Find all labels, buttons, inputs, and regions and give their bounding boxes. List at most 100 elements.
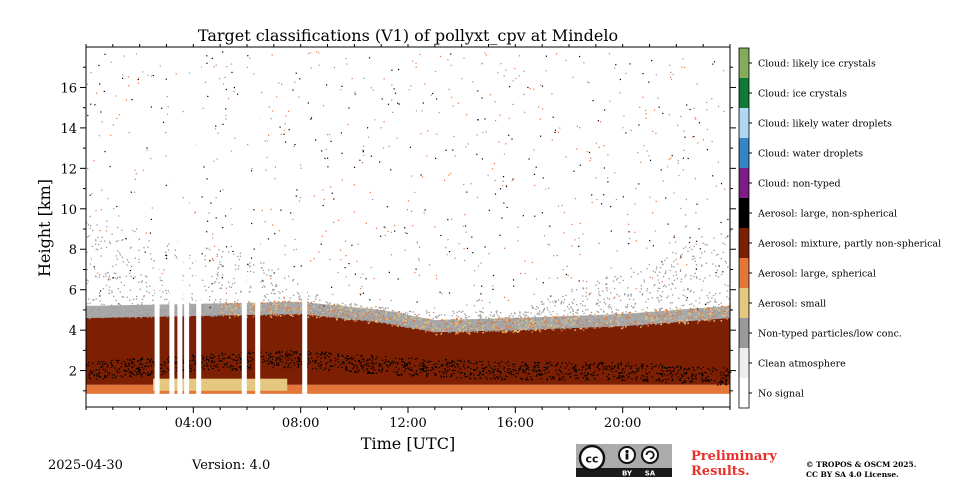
heatmap-speckle <box>720 374 722 376</box>
heatmap-speckle <box>447 366 449 368</box>
heatmap-speckle <box>662 316 664 319</box>
heatmap-speckle <box>201 362 203 365</box>
heatmap-speckle <box>440 314 443 316</box>
heatmap-speckle <box>710 308 713 310</box>
heatmap-speckle <box>610 323 612 325</box>
heatmap-speckle <box>356 319 358 321</box>
heatmap-speckle <box>358 361 361 363</box>
heatmap-speckle <box>664 317 666 320</box>
heatmap-speckle <box>152 361 154 363</box>
heatmap-speckle <box>343 314 345 316</box>
heatmap-speckle <box>603 311 605 313</box>
heatmap-speckle <box>493 374 495 376</box>
heatmap-speckle <box>564 328 566 330</box>
heatmap-speckle <box>493 324 495 326</box>
heatmap-speckle <box>451 96 453 98</box>
heatmap-speckle <box>491 368 493 370</box>
heatmap-speckle <box>342 302 344 304</box>
heatmap-speckle <box>419 363 422 365</box>
heatmap-speckle <box>722 314 724 316</box>
heatmap-speckle <box>278 314 280 316</box>
heatmap-speckle <box>375 362 377 364</box>
cc-license-badge[interactable]: cc BY SA <box>576 444 672 477</box>
heatmap-speckle <box>354 320 357 323</box>
heatmap-speckle <box>356 260 358 262</box>
heatmap-speckle <box>720 183 723 185</box>
heatmap-speckle <box>507 299 509 302</box>
heatmap-speckle <box>553 255 555 257</box>
heatmap-speckle <box>576 323 578 326</box>
heatmap-speckle <box>467 361 470 363</box>
heatmap-speckle <box>337 314 340 316</box>
heatmap-speckle <box>552 376 554 378</box>
heatmap-speckle <box>481 364 484 366</box>
heatmap-speckle <box>404 249 406 251</box>
heatmap-speckle <box>705 319 707 321</box>
heatmap-speckle <box>205 289 207 292</box>
heatmap-speckle <box>223 83 225 85</box>
heatmap-speckle <box>368 321 371 323</box>
heatmap-speckle <box>321 235 324 237</box>
heatmap-speckle <box>211 258 213 260</box>
heatmap-speckle <box>128 365 130 367</box>
heatmap-speckle <box>480 322 482 324</box>
heatmap-speckle <box>332 310 334 312</box>
heatmap-speckle <box>219 308 221 310</box>
heatmap-speckle <box>588 294 590 296</box>
heatmap-speckle <box>695 243 697 245</box>
heatmap-speckle <box>554 300 556 302</box>
heatmap-speckle <box>602 323 605 325</box>
heatmap-speckle <box>613 320 615 322</box>
heatmap-speckle <box>396 311 399 313</box>
heatmap-speckle <box>218 355 220 357</box>
heatmap-speckle <box>297 366 299 368</box>
heatmap-speckle <box>498 316 501 318</box>
heatmap-speckle <box>448 330 450 332</box>
heatmap-speckle <box>628 231 630 233</box>
heatmap-speckle <box>447 325 449 328</box>
heatmap-speckle <box>575 378 577 380</box>
heatmap-speckle <box>514 328 517 331</box>
heatmap-speckle <box>124 315 126 317</box>
heatmap-speckle <box>628 317 631 319</box>
heatmap-speckle <box>726 316 728 319</box>
heatmap-speckle <box>657 297 659 299</box>
heatmap-speckle <box>251 308 253 310</box>
heatmap-speckle <box>617 377 619 379</box>
heatmap-speckle <box>460 330 462 333</box>
footer-date: 2025-04-30 <box>48 458 123 473</box>
heatmap-speckle <box>360 355 362 358</box>
heatmap-speckle <box>442 365 444 367</box>
heatmap-speckle <box>492 285 494 287</box>
heatmap-speckle <box>93 160 95 162</box>
heatmap-speckle <box>534 361 536 363</box>
heatmap-speckle <box>726 318 728 320</box>
heatmap-speckle <box>312 367 314 370</box>
heatmap-speckle <box>214 245 216 247</box>
heatmap-speckle <box>375 314 378 316</box>
heatmap-speckle <box>375 358 377 360</box>
heatmap-speckle <box>722 251 724 254</box>
heatmap-speckle <box>695 118 697 120</box>
heatmap-speckle <box>131 99 133 101</box>
heatmap-speckle <box>349 318 351 320</box>
heatmap-speckle <box>609 318 612 320</box>
heatmap-speckle <box>226 366 229 368</box>
heatmap-speckle <box>279 352 281 354</box>
heatmap-speckle <box>324 310 326 313</box>
heatmap-speckle <box>353 364 355 366</box>
heatmap-speckle <box>665 379 667 381</box>
heatmap-speckle <box>249 57 251 59</box>
heatmap-speckle <box>545 55 547 57</box>
heatmap-speckle <box>297 283 299 285</box>
heatmap-speckle <box>394 92 397 94</box>
heatmap-speckle <box>320 364 322 366</box>
heatmap-speckle <box>366 369 369 371</box>
heatmap-speckle <box>414 365 416 367</box>
heatmap-speckle <box>658 106 660 108</box>
heatmap-speckle <box>608 307 610 309</box>
heatmap-speckle <box>221 256 223 258</box>
heatmap-speckle <box>327 166 329 168</box>
heatmap-speckle <box>434 374 437 376</box>
